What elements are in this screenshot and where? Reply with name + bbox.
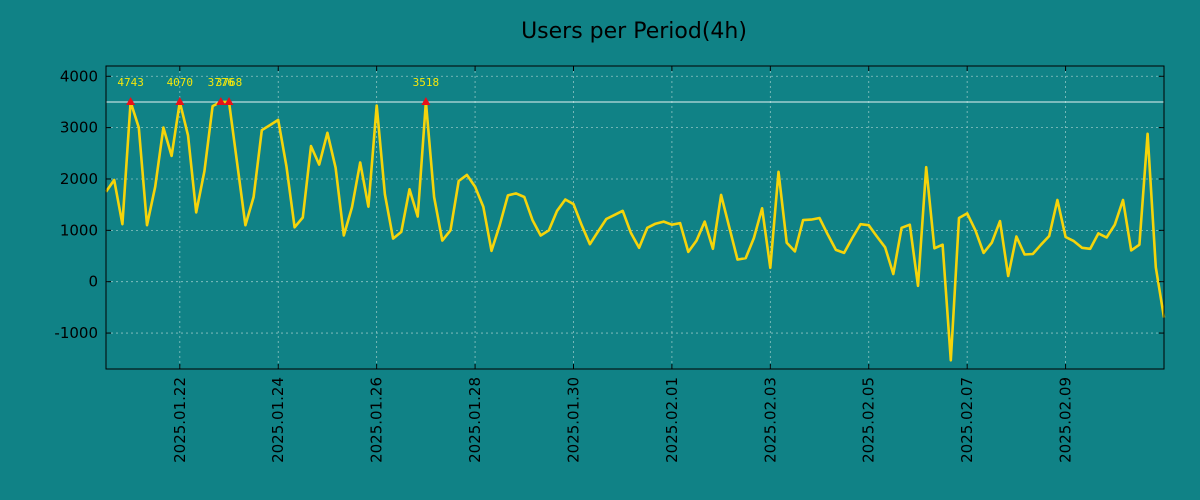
chart-title: Users per Period(4h) [521,19,747,44]
y-tick-label: 2000 [60,170,98,188]
x-tick-label: 2025.01.30 [564,377,582,463]
y-tick-label: -1000 [54,324,98,342]
peak-label: 3776 [208,76,235,89]
x-tick-label: 2025.02.03 [761,377,779,463]
x-tick-label: 2025.02.07 [958,377,976,463]
peak-marker [224,96,234,105]
plot-frame [105,65,1165,370]
series-line [104,100,1166,362]
series-layer [104,100,1166,362]
peak-label: 4070 [167,76,194,89]
x-tick-label: 2025.02.05 [860,377,878,463]
peak-label: 3768 [216,76,243,89]
x-tick-label: 2025.02.01 [663,377,681,463]
x-tick-label: 2025.01.26 [368,377,386,463]
x-tick-label: 2025.01.22 [171,377,189,463]
y-tick-label: 1000 [60,221,98,239]
x-tick-label: 2025.01.28 [466,377,484,463]
y-tick-label: 4000 [60,67,98,85]
tick-layer: 4000 3000 2000 1000 0 -1000 2025.01.22 2025.01.… [54,66,1164,463]
grid-layer [106,66,1164,369]
peak-marker [126,96,136,105]
peak-marker [421,96,431,105]
x-tick-label: 2025.02.09 [1057,377,1075,463]
peak-label: 4743 [117,76,144,89]
y-tick-label: 0 [88,273,98,291]
peak-label: 3518 [413,76,440,89]
peak-marker [216,96,226,105]
peak-marker [175,96,185,105]
y-tick-label: 3000 [60,119,98,137]
x-tick-label: 2025.01.24 [269,377,287,463]
